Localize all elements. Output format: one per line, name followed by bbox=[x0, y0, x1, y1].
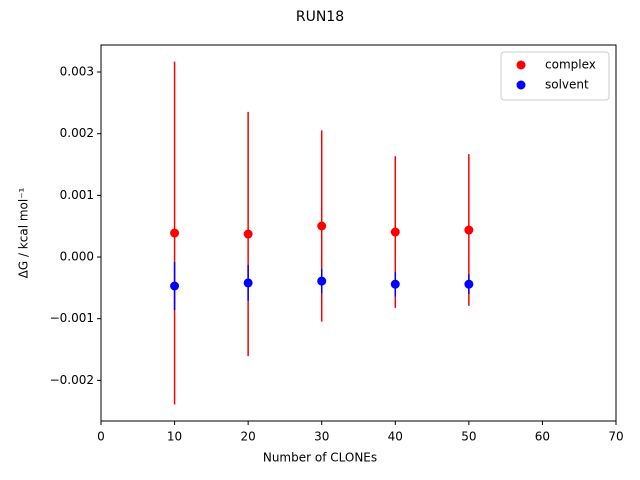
x-tick-label: 70 bbox=[608, 430, 623, 444]
legend-box bbox=[500, 51, 610, 101]
point bbox=[464, 279, 474, 289]
legend-label: complex bbox=[545, 58, 596, 72]
y-tick-label: 0.000 bbox=[60, 250, 94, 264]
x-tick-label: 60 bbox=[535, 430, 550, 444]
plot-frame bbox=[100, 44, 617, 422]
y-tick-label: 0.002 bbox=[60, 126, 94, 140]
legend-marker bbox=[516, 80, 526, 90]
point bbox=[317, 221, 327, 231]
y-axis-label: ΔG / kcal mol⁻¹ bbox=[17, 187, 31, 278]
y-tick-label: 0.003 bbox=[60, 65, 94, 79]
point bbox=[170, 228, 180, 238]
point bbox=[390, 227, 400, 237]
x-tick-label: 30 bbox=[314, 430, 329, 444]
point bbox=[243, 278, 253, 288]
y-tick-label: −0.002 bbox=[50, 373, 94, 387]
x-tick-label: 20 bbox=[241, 430, 256, 444]
chart-title: RUN18 bbox=[296, 9, 344, 25]
point bbox=[464, 225, 474, 235]
point bbox=[170, 281, 180, 291]
point bbox=[317, 276, 327, 286]
point bbox=[243, 229, 253, 239]
x-tick-label: 0 bbox=[97, 430, 105, 444]
y-tick-label: 0.001 bbox=[60, 188, 94, 202]
point bbox=[390, 279, 400, 289]
legend-marker bbox=[516, 60, 526, 70]
legend-label: solvent bbox=[545, 78, 589, 92]
y-tick-label: −0.001 bbox=[50, 311, 94, 325]
x-tick-label: 50 bbox=[461, 430, 476, 444]
x-tick-label: 10 bbox=[167, 430, 182, 444]
x-tick-label: 40 bbox=[388, 430, 403, 444]
x-axis-label: Number of CLONEs bbox=[263, 451, 377, 465]
